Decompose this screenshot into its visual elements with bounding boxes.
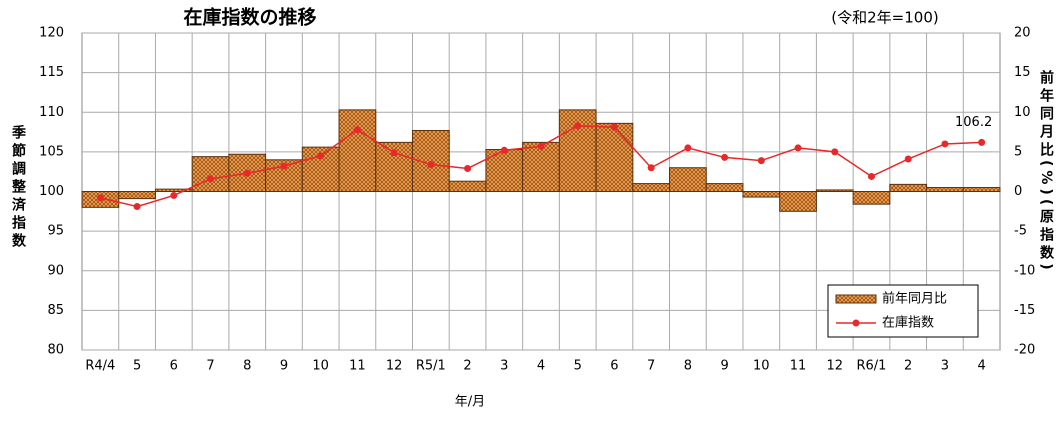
- x-tick-label: 9: [280, 359, 288, 374]
- y-tick-label: 90: [47, 263, 64, 278]
- point: [427, 161, 435, 169]
- data-label: 106.2: [955, 115, 992, 130]
- bar: [448, 180, 487, 192]
- legend-label: 前年同月比: [882, 291, 947, 307]
- legend-label: 在庫指数: [882, 316, 934, 331]
- x-tick-label: 5: [133, 359, 141, 374]
- x-tick-label: 4: [977, 359, 985, 374]
- point: [941, 140, 949, 148]
- chart-subtitle: (令和2年=100): [831, 9, 938, 27]
- point: [574, 122, 582, 130]
- x-tick-label: 4: [537, 359, 545, 374]
- y-tick-label: 105: [39, 144, 64, 159]
- x-tick-label: 6: [610, 359, 618, 374]
- x-tick-label: 10: [312, 359, 329, 374]
- x-tick-label: 7: [647, 359, 655, 374]
- bar: [962, 187, 1001, 193]
- y-tick-label: 115: [39, 65, 64, 80]
- point: [243, 169, 251, 177]
- x-tick-label: 12: [386, 359, 403, 374]
- x-tick-label: R5/1: [416, 359, 446, 374]
- bar: [669, 167, 707, 193]
- y2-tick-label: 15: [1014, 65, 1031, 80]
- point: [757, 157, 765, 165]
- y2-tick-label: 20: [1014, 26, 1031, 41]
- x-tick-label: 12: [826, 359, 843, 374]
- x-tick-label: 11: [790, 359, 807, 374]
- y-tick-label: 120: [39, 26, 64, 41]
- point: [904, 155, 912, 163]
- y2-tick-label: 5: [1014, 144, 1022, 159]
- y2-tick-label: -5: [1014, 224, 1027, 239]
- y-axis-title: 季節調整済指数: [10, 124, 27, 251]
- legend-swatch: [835, 294, 877, 304]
- point: [96, 194, 104, 202]
- point: [794, 144, 802, 152]
- y2-tick-label: 0: [1014, 184, 1022, 199]
- point: [537, 142, 545, 150]
- point: [353, 126, 361, 134]
- point: [831, 148, 839, 156]
- x-tick-label: 9: [720, 359, 728, 374]
- point: [647, 164, 655, 172]
- x-tick-label: R4/4: [85, 359, 115, 374]
- point: [500, 146, 508, 154]
- y2-tick-label: -20: [1014, 343, 1035, 358]
- bar: [889, 183, 928, 192]
- x-tick-label: 2: [904, 359, 912, 374]
- bar: [485, 148, 524, 192]
- legend-swatch-dot: [852, 319, 860, 327]
- y2-tick-label: 10: [1014, 105, 1031, 120]
- point: [721, 153, 729, 161]
- x-tick-label: 2: [463, 359, 471, 374]
- x-tick-label: 6: [170, 359, 178, 374]
- bar: [522, 141, 560, 193]
- x-tick-label: 7: [206, 359, 214, 374]
- bar: [595, 122, 634, 192]
- chart-title: 在庫指数の推移: [183, 6, 316, 29]
- bar: [191, 156, 230, 193]
- bar: [632, 183, 671, 192]
- bar: [815, 189, 854, 192]
- x-tick-label: 3: [500, 359, 508, 374]
- point: [280, 162, 288, 170]
- x-tick-label: 5: [574, 359, 582, 374]
- y2-tick-label: -10: [1014, 263, 1035, 278]
- x-tick-label: 8: [684, 359, 692, 374]
- point: [978, 138, 986, 146]
- y-tick-label: 100: [39, 184, 64, 199]
- x-tick-label: 8: [243, 359, 251, 374]
- bar: [852, 191, 891, 205]
- point: [684, 144, 692, 152]
- bar: [926, 187, 964, 193]
- bar: [338, 109, 377, 192]
- bar: [558, 109, 597, 192]
- y2-axis-title: 前年同月比(%)(原指数): [1038, 69, 1055, 273]
- point: [317, 152, 325, 160]
- x-tick-label: R6/1: [856, 359, 886, 374]
- x-tick-label: 3: [941, 359, 949, 374]
- point: [464, 165, 472, 173]
- y-tick-label: 110: [39, 105, 64, 120]
- legend-box: [827, 284, 979, 338]
- bar: [118, 191, 156, 200]
- y-tick-label: 80: [47, 343, 64, 358]
- point: [133, 203, 141, 211]
- point: [390, 149, 398, 157]
- x-tick-label: 11: [349, 359, 366, 374]
- y-tick-label: 95: [47, 224, 64, 239]
- bar: [779, 191, 817, 212]
- point: [867, 172, 875, 180]
- bar: [742, 191, 781, 198]
- point: [207, 175, 215, 183]
- y-tick-label: 85: [47, 303, 64, 318]
- x-tick-label: 10: [753, 359, 770, 374]
- y2-tick-label: -15: [1014, 303, 1035, 318]
- point: [610, 123, 618, 131]
- bar: [705, 183, 744, 192]
- x-axis-title: 年/月: [455, 395, 485, 410]
- point: [170, 191, 178, 199]
